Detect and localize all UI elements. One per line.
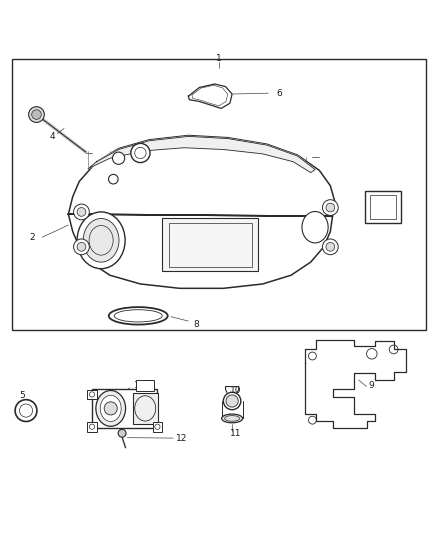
Ellipse shape — [109, 307, 168, 325]
Text: 5: 5 — [150, 154, 155, 162]
Text: 5: 5 — [20, 391, 25, 400]
Ellipse shape — [222, 414, 243, 423]
Circle shape — [326, 203, 335, 212]
Bar — [92, 389, 157, 428]
Bar — [162, 219, 258, 271]
Circle shape — [131, 143, 150, 163]
Text: 12: 12 — [176, 433, 187, 442]
Ellipse shape — [226, 395, 238, 407]
Ellipse shape — [96, 391, 126, 426]
Bar — [87, 390, 97, 399]
Bar — [136, 380, 153, 391]
Circle shape — [74, 204, 89, 220]
Circle shape — [77, 243, 86, 251]
Circle shape — [326, 243, 335, 251]
Circle shape — [74, 239, 89, 255]
Ellipse shape — [100, 395, 121, 422]
Ellipse shape — [302, 212, 328, 243]
Circle shape — [104, 402, 117, 415]
Circle shape — [118, 430, 126, 437]
Bar — [12, 59, 426, 330]
Text: 10: 10 — [230, 386, 241, 395]
Text: 7: 7 — [390, 202, 396, 211]
Bar — [365, 191, 401, 223]
Text: 4: 4 — [49, 132, 55, 141]
Polygon shape — [188, 84, 232, 108]
Bar — [370, 195, 396, 219]
Bar — [169, 223, 252, 266]
Ellipse shape — [223, 392, 241, 410]
Circle shape — [28, 107, 44, 123]
Text: 6: 6 — [276, 88, 282, 98]
Bar — [152, 422, 162, 432]
Circle shape — [322, 200, 338, 215]
Bar — [133, 393, 158, 424]
Circle shape — [322, 239, 338, 255]
Text: 13: 13 — [134, 381, 145, 390]
Ellipse shape — [77, 212, 125, 269]
Text: 11: 11 — [230, 429, 241, 438]
Polygon shape — [88, 136, 315, 173]
Polygon shape — [305, 340, 406, 428]
Circle shape — [109, 174, 118, 184]
Circle shape — [32, 110, 41, 119]
Polygon shape — [68, 135, 335, 288]
Text: 2: 2 — [29, 233, 35, 242]
Circle shape — [77, 207, 86, 216]
Text: 8: 8 — [194, 320, 199, 329]
Text: 9: 9 — [368, 381, 374, 390]
Ellipse shape — [83, 219, 119, 262]
Text: 3: 3 — [97, 182, 103, 191]
Circle shape — [15, 400, 37, 422]
Bar — [87, 422, 97, 432]
Circle shape — [113, 152, 125, 164]
Text: 1: 1 — [216, 54, 222, 63]
